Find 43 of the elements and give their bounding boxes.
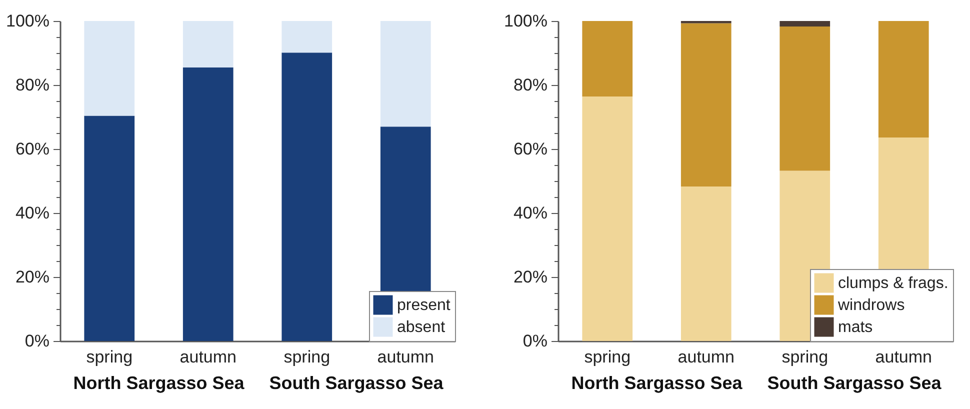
y-tick-label: 80% — [15, 76, 50, 94]
bar — [680, 23, 732, 186]
bar — [780, 21, 830, 26]
bar — [84, 116, 135, 341]
text: North Sargasso Sea — [571, 373, 744, 393]
y-tick-label: 40% — [513, 204, 548, 222]
bar — [84, 21, 135, 116]
bar — [282, 21, 332, 53]
legend-label: present — [397, 297, 451, 314]
text: North Sargasso Sea — [73, 373, 246, 393]
bar — [780, 26, 830, 171]
y-tick-label: 40% — [15, 204, 50, 222]
y-tick-label: 80% — [513, 76, 548, 94]
x-tick-label: spring — [782, 348, 828, 366]
legend-label: windrows — [837, 297, 905, 314]
bar — [182, 67, 234, 341]
y-tick-label: 100% — [6, 12, 50, 30]
y-tick-label: 100% — [504, 12, 548, 30]
x-tick-label: spring — [86, 348, 133, 366]
bar — [878, 21, 929, 138]
bar — [182, 21, 234, 68]
bar — [680, 186, 732, 341]
x-tick-label: autumn — [875, 348, 932, 366]
text: South Sargasso Sea — [767, 373, 942, 393]
y-tick-label: 60% — [15, 140, 50, 158]
y-tick-label: 20% — [513, 268, 548, 286]
x-tick-label: autumn — [180, 348, 236, 366]
x-tick-label: spring — [284, 348, 330, 366]
legend-label: clumps & frags. — [838, 275, 948, 292]
x-tick-label: spring — [584, 348, 631, 366]
y-tick-label: 20% — [15, 268, 50, 286]
legend-label: mats — [838, 319, 873, 336]
x-tick-label: autumn — [678, 348, 734, 366]
y-tick-label: 0% — [24, 332, 50, 350]
bar — [380, 21, 431, 127]
legend-label: absent — [397, 319, 446, 336]
bar — [582, 21, 633, 97]
y-tick-label: 0% — [522, 332, 548, 350]
text: South Sargasso Sea — [269, 373, 444, 393]
x-tick-label: autumn — [377, 348, 434, 366]
bar — [282, 52, 332, 341]
bar — [582, 96, 633, 341]
y-tick-label: 60% — [513, 140, 548, 158]
